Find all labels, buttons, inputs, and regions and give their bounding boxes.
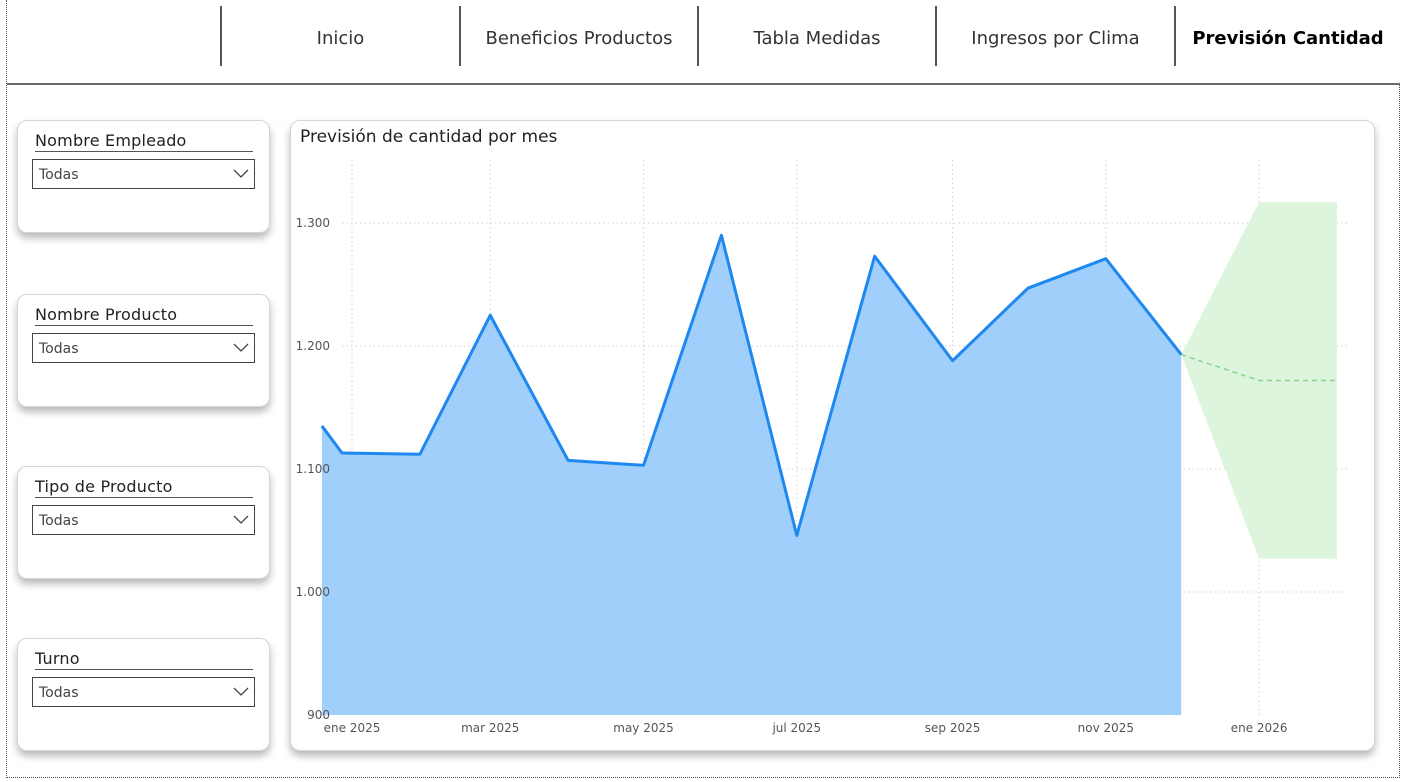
slicer-title: Nombre Empleado bbox=[35, 131, 253, 152]
nav-separator bbox=[220, 6, 222, 66]
nav-separator bbox=[697, 6, 699, 66]
chevron-down-icon bbox=[233, 515, 249, 524]
chevron-down-icon bbox=[233, 169, 249, 178]
tipo-de-producto-dropdown[interactable]: Todas bbox=[32, 505, 255, 535]
forecast-chart-card[interactable]: Previsión de cantidad por mes bbox=[290, 120, 1375, 751]
tab-inicio[interactable]: Inicio bbox=[316, 27, 365, 49]
slicer-turno: Turno Todas bbox=[17, 638, 270, 751]
chart-title: Previsión de cantidad por mes bbox=[300, 127, 558, 147]
nav-separator bbox=[935, 6, 937, 66]
dropdown-value: Todas bbox=[39, 341, 79, 357]
slicer-nombre-empleado: Nombre Empleado Todas bbox=[17, 120, 270, 233]
turno-dropdown[interactable]: Todas bbox=[32, 677, 255, 707]
dropdown-value: Todas bbox=[39, 685, 79, 701]
dropdown-value: Todas bbox=[39, 513, 79, 529]
tab-prevision-cantidad[interactable]: Previsión Cantidad bbox=[1192, 27, 1384, 49]
nombre-producto-dropdown[interactable]: Todas bbox=[32, 333, 255, 363]
navigation-bar: Inicio Beneficios Productos Tabla Medida… bbox=[7, 0, 1400, 85]
nav-separator bbox=[1174, 6, 1176, 66]
tab-ingresos-por-clima[interactable]: Ingresos por Clima bbox=[971, 27, 1140, 49]
slicer-tipo-de-producto: Tipo de Producto Todas bbox=[17, 466, 270, 579]
chevron-down-icon bbox=[233, 687, 249, 696]
nombre-empleado-dropdown[interactable]: Todas bbox=[32, 159, 255, 189]
slicer-title: Nombre Producto bbox=[35, 305, 253, 326]
slicer-nombre-producto: Nombre Producto Todas bbox=[17, 294, 270, 407]
nav-separator bbox=[459, 6, 461, 66]
chevron-down-icon bbox=[233, 343, 249, 352]
tab-tabla-medidas[interactable]: Tabla Medidas bbox=[753, 27, 881, 49]
dropdown-value: Todas bbox=[39, 167, 79, 183]
tab-beneficios-productos[interactable]: Beneficios Productos bbox=[485, 27, 673, 49]
slicer-title: Tipo de Producto bbox=[35, 477, 253, 498]
slicer-title: Turno bbox=[35, 649, 253, 670]
